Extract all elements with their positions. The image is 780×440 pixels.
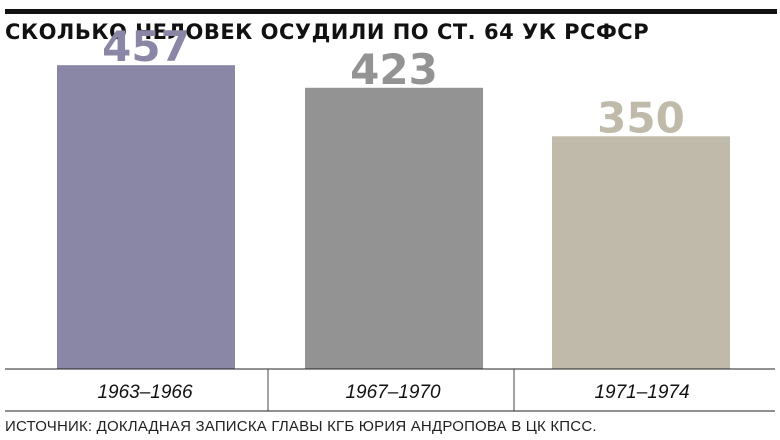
value-label-3: 350 [597,93,685,142]
bar-1 [57,65,235,369]
source-note: ИСТОЧНИК: ДОКЛАДНАЯ ЗАПИСКА ГЛАВЫ КГБ ЮР… [5,418,597,435]
category-label-1: 1963–1966 [97,382,193,403]
category-label-2: 1967–1970 [345,382,441,403]
category-labels-group: 1963–1966 1967–1970 1971–1974 [97,382,689,403]
bar-3 [552,136,730,369]
category-label-3: 1971–1974 [594,382,689,403]
value-label-1: 457 [102,22,190,71]
value-labels-group: 457 423 350 [102,22,685,142]
top-rule [5,9,777,14]
chart-title: СКОЛЬКО ЧЕЛОВЕК ОСУДИЛИ ПО СТ. 64 УК РСФ… [5,20,650,44]
bar-2 [305,87,483,369]
bars-group [57,65,730,369]
value-label-2: 423 [350,45,438,94]
